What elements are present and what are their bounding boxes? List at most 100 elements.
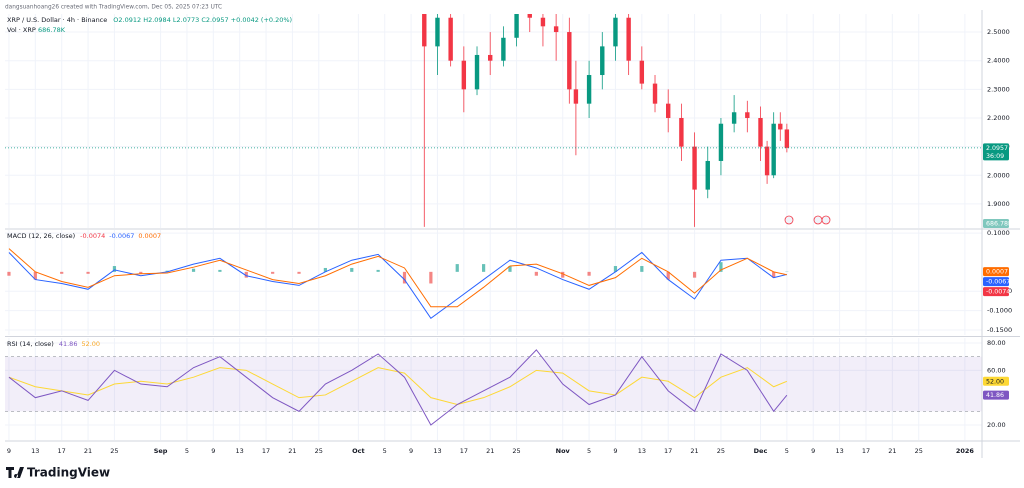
candle-body [488, 54, 493, 61]
grid-layer [5, 14, 982, 440]
candle-body [514, 14, 519, 38]
y-tick-label: 2.5000 [987, 28, 1010, 36]
volume-tag: 686.78K [986, 221, 1013, 228]
y-tick-label: 60.00 [987, 366, 1006, 374]
candle-body [613, 17, 618, 47]
event-flags [784, 215, 831, 225]
x-tick-label: 13 [31, 447, 39, 455]
y-tick-label: 1.9000 [987, 200, 1010, 208]
y-tick-label: 2.0000 [987, 171, 1010, 179]
histogram-bar [587, 271, 591, 276]
value-tag-bg [983, 376, 1009, 386]
value-tag-bg [983, 287, 1009, 297]
histogram-bar [86, 271, 90, 274]
event-flag[interactable] [813, 215, 823, 225]
x-tick-label: Oct [352, 447, 365, 455]
candle-body [501, 37, 506, 61]
histogram-bar [7, 271, 11, 276]
candle-body [461, 60, 467, 90]
x-tick-label: 9 [211, 447, 215, 455]
histogram-bar [271, 271, 275, 274]
candle-body [652, 83, 658, 104]
rsi-band-fill [5, 356, 982, 412]
x-tick-label: 13 [638, 447, 646, 455]
brand-name: TradingView [27, 466, 110, 480]
event-flag[interactable] [821, 215, 831, 225]
mark-layer [5, 14, 982, 426]
candle-body [626, 17, 631, 61]
x-tick-label: 25 [915, 447, 923, 455]
x-tick-label: 21 [288, 447, 296, 455]
value-tag: -0.0074 [986, 289, 1010, 296]
candle-body [692, 146, 697, 190]
histogram-bar [112, 266, 117, 272]
x-tick-label: 21 [486, 447, 494, 455]
volume-title: Vol · XRP [7, 26, 36, 34]
histogram-bar [429, 271, 433, 284]
y-tick-label: 80.00 [987, 339, 1006, 347]
x-tick-label: 21 [888, 447, 896, 455]
histogram-bar [613, 266, 618, 272]
value-tag-bg [983, 390, 1009, 400]
y-tick-label: 2.2000 [987, 114, 1010, 122]
x-tick-label: 25 [512, 447, 520, 455]
candle-body [705, 160, 710, 190]
brand-logo[interactable]: TradingView [6, 466, 110, 480]
x-tick-label: 25 [110, 447, 118, 455]
histogram-bar [508, 266, 512, 272]
x-tick-label: 17 [262, 447, 270, 455]
histogram-bar [244, 271, 248, 278]
rsi-marks [8, 349, 788, 426]
candle-body [586, 75, 592, 104]
symbol-title: XRP / U.S. Dollar · 4h · Binance [7, 16, 107, 24]
y-tick-label: 2.4000 [987, 57, 1010, 65]
x-tick-label: 21 [690, 447, 698, 455]
last-price-tag-bg [983, 143, 1009, 161]
header-value: -0.0067 [109, 232, 134, 240]
x-tick-label: Sep [154, 447, 168, 455]
candle-body [639, 60, 645, 84]
value-tag-bg [983, 277, 1009, 287]
x-tick-label: 25 [315, 447, 323, 455]
header-value: 41.86 [59, 340, 78, 348]
x-tick-label: 9 [409, 447, 413, 455]
header-value: 0.0007 [138, 232, 161, 240]
candle-body [448, 17, 453, 61]
last-price-tag-extra: 36:09 [986, 153, 1004, 160]
volume-value: 686.78K [38, 26, 66, 34]
candle-body [422, 14, 427, 47]
event-flag[interactable] [784, 215, 794, 225]
histogram-bar [191, 268, 196, 272]
x-tick-label: 5 [383, 447, 387, 455]
histogram-bar [218, 269, 222, 272]
histogram-bar [376, 269, 380, 272]
x-tick-label: 2026 [956, 447, 975, 455]
header-value: -0.0074 [80, 232, 105, 240]
candle-body [745, 112, 750, 118]
candle-body [600, 46, 605, 76]
candle-body [540, 17, 546, 27]
histogram-bar [323, 267, 327, 272]
value-tag: 41.86 [986, 392, 1004, 399]
x-tick-label: 13 [433, 447, 441, 455]
x-tick-label: 13 [835, 447, 843, 455]
y-tick-label: 2.3000 [987, 85, 1010, 93]
x-tick-label: 9 [811, 447, 815, 455]
candle-body [573, 89, 579, 104]
candle-body [784, 129, 790, 148]
header-value: 52.00 [81, 340, 100, 348]
x-tick-label: 21 [84, 447, 92, 455]
x-tick-label: 5 [587, 447, 591, 455]
x-tick-label: 17 [58, 447, 66, 455]
candle-body [771, 123, 776, 176]
candle-body [778, 123, 783, 130]
histogram-bar [692, 271, 697, 278]
histogram-bar [666, 271, 670, 280]
candle-body [665, 103, 671, 118]
histogram-bar [772, 271, 776, 278]
y-tick-label: 0.1000 [987, 229, 1010, 237]
value-tag-bg [983, 267, 1009, 277]
histogram-bar [719, 262, 723, 272]
candle-body [527, 14, 532, 18]
